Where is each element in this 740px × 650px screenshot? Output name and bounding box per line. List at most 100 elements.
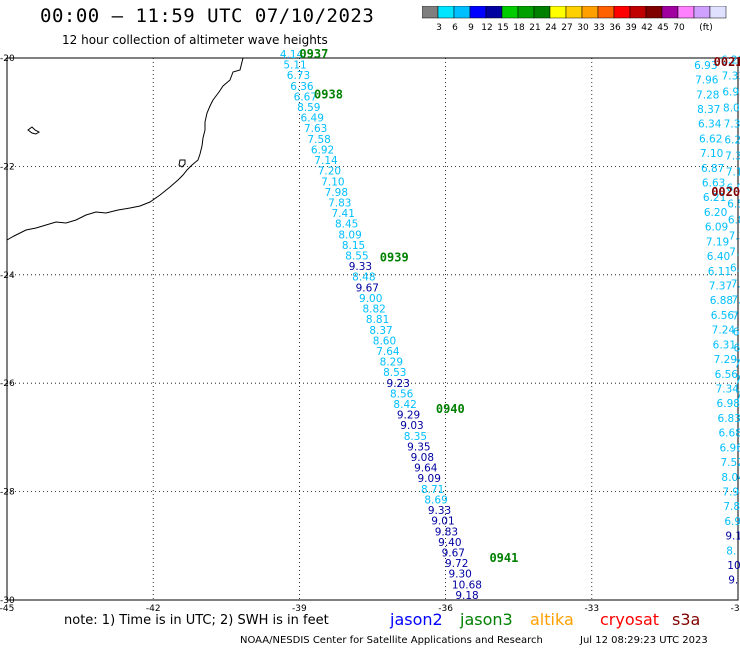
track-time-label: 0939: [380, 250, 409, 264]
swh-value: 7.05: [729, 246, 740, 258]
swh-value: 9.30: [448, 569, 471, 581]
swh-value: 6.21: [724, 134, 740, 146]
lon-tick-label: -33: [584, 604, 599, 614]
swh-value: 7.52: [720, 457, 740, 469]
colorbar-unit: (ft): [699, 23, 713, 33]
swh-value: 6.40: [707, 251, 730, 263]
lon-tick-label: -39: [292, 604, 307, 614]
swh-value: 8.08: [723, 102, 740, 114]
swh-value: 6.63: [702, 178, 725, 190]
swh-value: 6.95: [733, 326, 740, 338]
legend-jason2-label: jason2: [390, 610, 443, 629]
swh-value: 6.68: [719, 428, 740, 440]
coastline: [6, 57, 244, 241]
swh-value: 7.94: [722, 486, 740, 498]
colorbar-label: 33: [593, 23, 604, 33]
legend-jason2: jason2: [390, 610, 443, 629]
swh-value: 7.5: [735, 374, 740, 386]
swh-value: 7.29: [714, 354, 737, 366]
swh-value: 8.69: [424, 494, 447, 506]
swh-value: 6.87: [701, 163, 724, 175]
swh-value: 9.67: [442, 547, 465, 559]
colorbar-label: 12: [481, 23, 492, 33]
swh-value: 8.82: [362, 304, 385, 316]
swh-value: 6.92: [311, 144, 334, 156]
swh-value: 6.20: [704, 207, 727, 219]
swh-value: 9.: [728, 575, 738, 587]
swh-value: 6.93: [722, 86, 740, 98]
swh-value: 6.09: [705, 222, 728, 234]
swh-value: 7.41: [332, 208, 355, 220]
swh-value: 7.20: [318, 166, 341, 178]
swh-value: 9.72: [445, 558, 468, 570]
swh-value: 9.08: [411, 452, 434, 464]
swh-value: 6.36: [290, 81, 314, 93]
swh-value: 8.15: [342, 240, 365, 252]
swh-value: 7.10: [321, 176, 344, 188]
swh-value: 8.42: [393, 399, 416, 411]
east-altimeter-track: 6.937.967.288.376.346.627.106.876.636.21…: [694, 60, 740, 587]
colorbar-label: 45: [657, 23, 668, 33]
swh-value: 8.29: [380, 357, 403, 369]
lon-tick-label: -42: [146, 604, 161, 614]
swh-value: 9.18: [455, 590, 478, 602]
swh-value: 6.93: [694, 60, 717, 72]
swh-value: 7.21: [731, 294, 740, 306]
swh-value: 8.09: [338, 229, 361, 241]
swh-value: 9.83: [435, 526, 458, 538]
track-time-label: 0020: [711, 185, 740, 199]
swh-value: 6.29: [721, 54, 740, 66]
swh-value: 6.68: [730, 262, 740, 274]
swh-value: 6.21: [703, 192, 726, 204]
swh-value: 6.98: [717, 398, 740, 410]
swh-value: 6.88: [710, 295, 733, 307]
swh-value: 7.36: [724, 118, 740, 130]
swh-value: 7.32: [729, 230, 740, 242]
footer-credit: NOAA/NESDIS Center for Satellite Applica…: [240, 635, 543, 646]
swh-value: 9.67: [356, 282, 379, 294]
colorbar-label: 18: [513, 23, 525, 33]
swh-value: 7.4: [736, 390, 740, 402]
map-note: note: 1) Time is in UTC; 2) SWH is in fe…: [64, 613, 329, 628]
swh-value: 6.62: [699, 133, 722, 145]
swh-value: 9.01: [431, 516, 454, 528]
swh-value: 7.33: [722, 70, 740, 82]
swh-value: 8.59: [297, 102, 320, 114]
swh-value: 7.96: [695, 75, 719, 87]
swh-value: 10.68: [452, 579, 482, 591]
colorbar-label: 24: [545, 23, 557, 33]
map-title: 00:00 – 11:59 UTC 07/10/2023: [40, 5, 375, 27]
swh-value: 7.98: [325, 187, 348, 199]
swh-value: 8.35: [404, 431, 427, 443]
swh-value: 8.37: [369, 325, 392, 337]
swh-value: 9.00: [359, 293, 382, 305]
legend-jason3: jason3: [460, 610, 513, 629]
swh-value: 7.83: [328, 197, 351, 209]
swh-value: 7.37: [709, 281, 732, 293]
swh-value: 6.87: [728, 214, 740, 226]
swh-value: 9.33: [428, 505, 451, 517]
legend-cryosat: cryosat: [600, 610, 659, 629]
swh-value: 8.45: [335, 219, 358, 231]
colorbar-label: 36: [609, 23, 621, 33]
island-outline: [27, 126, 40, 135]
swh-value: 9.1: [725, 531, 740, 543]
swh-value: 4.14: [280, 49, 304, 61]
swh-value: 6.9: [724, 516, 740, 528]
swh-value: 6.11: [708, 266, 731, 278]
track-time-label: 0937: [299, 47, 328, 61]
swh-value: 9.35: [407, 441, 430, 453]
swh-value: 8.37: [697, 104, 720, 116]
swh-value: 6.96: [719, 442, 740, 454]
swh-value: 7.19: [706, 236, 729, 248]
swh-value: 9.29: [397, 410, 420, 422]
colorbar-label: 27: [561, 23, 572, 33]
swh-value: 7.17: [731, 278, 740, 290]
swh-value: 9.33: [349, 261, 372, 273]
colorbar-label: 9: [468, 23, 474, 33]
swh-value: 6.73: [287, 70, 310, 82]
lat-tick-label: -28: [0, 488, 15, 498]
swh-value: 6.59: [727, 198, 740, 210]
colorbar-label: 70: [673, 23, 685, 33]
